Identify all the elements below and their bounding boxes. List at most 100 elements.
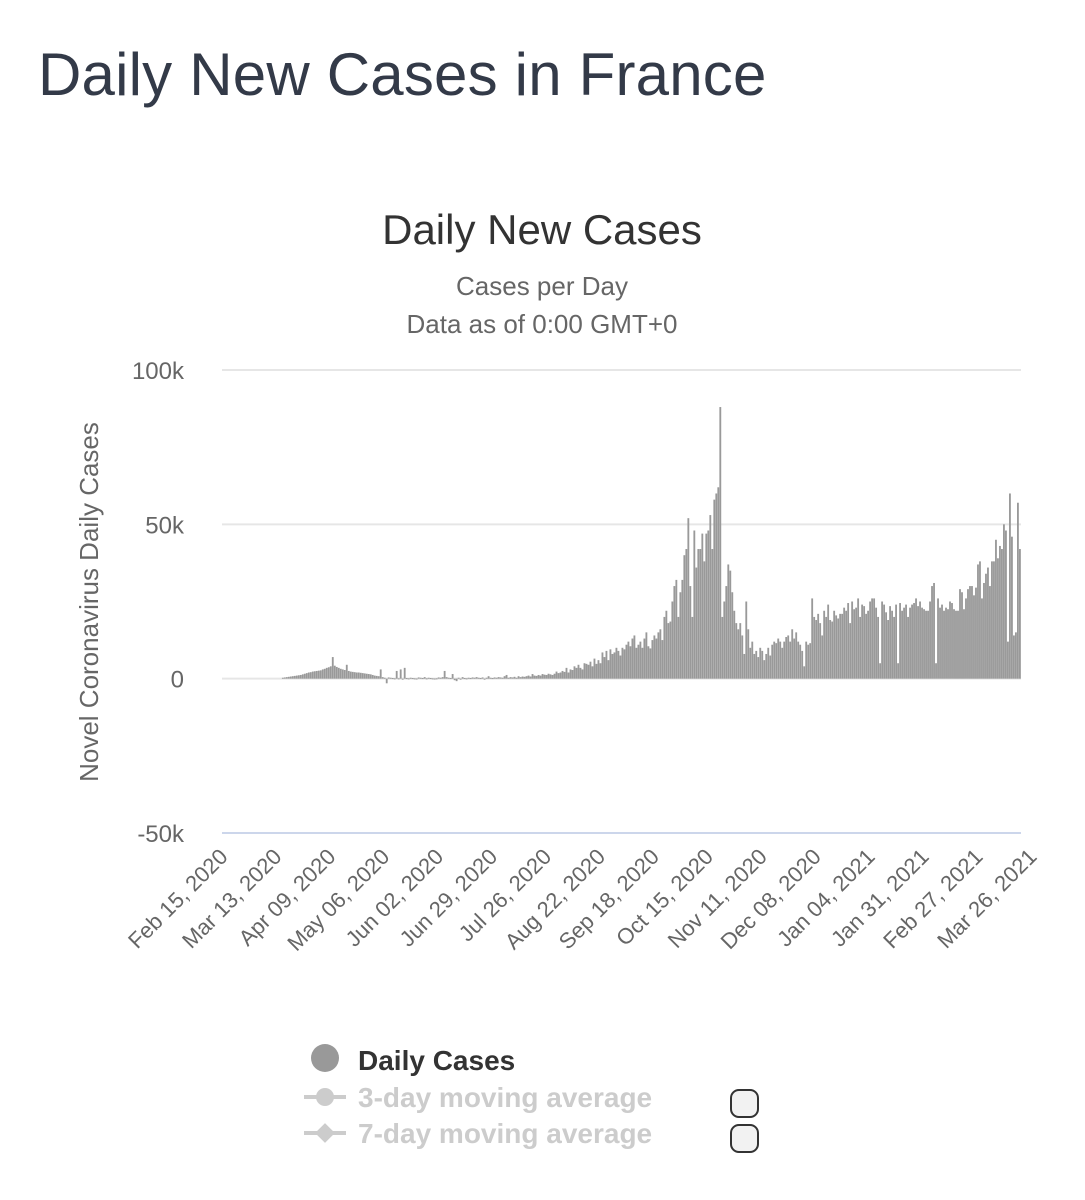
bar[interactable] (347, 670, 350, 679)
bar[interactable] (411, 678, 414, 680)
bar[interactable] (623, 649, 626, 679)
bar[interactable] (969, 586, 971, 679)
bar[interactable] (377, 676, 380, 679)
bar[interactable] (389, 677, 392, 679)
bar[interactable] (935, 663, 937, 679)
bar[interactable] (781, 647, 784, 679)
bar[interactable] (321, 669, 324, 679)
bar[interactable] (671, 601, 674, 679)
bar[interactable] (907, 616, 909, 679)
bar[interactable] (513, 676, 516, 679)
bar[interactable] (1013, 635, 1015, 679)
bar[interactable] (991, 561, 993, 679)
bar[interactable] (809, 643, 812, 679)
bar[interactable] (529, 676, 532, 679)
bar[interactable] (587, 664, 590, 679)
bar[interactable] (1011, 536, 1013, 679)
bar[interactable] (1007, 641, 1009, 679)
bar[interactable] (403, 667, 406, 679)
bar[interactable] (793, 638, 796, 679)
bar[interactable] (711, 549, 714, 679)
bar[interactable] (331, 657, 334, 679)
bar[interactable] (305, 673, 308, 679)
bar[interactable] (359, 672, 362, 679)
bar[interactable] (565, 667, 568, 679)
bar[interactable] (537, 674, 540, 679)
bar[interactable] (603, 657, 606, 679)
bar[interactable] (449, 678, 452, 680)
bar[interactable] (605, 650, 608, 679)
bar[interactable] (681, 579, 684, 679)
bar[interactable] (729, 570, 732, 679)
bar[interactable] (773, 641, 776, 679)
bar[interactable] (599, 663, 602, 679)
bar[interactable] (915, 598, 917, 679)
bar[interactable] (611, 653, 614, 679)
bar[interactable] (911, 604, 913, 679)
bar[interactable] (335, 666, 338, 679)
bar[interactable] (719, 407, 722, 679)
bar[interactable] (503, 676, 506, 679)
bar[interactable] (631, 638, 634, 679)
bar[interactable] (291, 676, 294, 679)
bar[interactable] (977, 564, 979, 679)
bar[interactable] (761, 650, 764, 679)
bar[interactable] (477, 677, 480, 679)
bar[interactable] (463, 678, 466, 680)
bar[interactable] (733, 610, 736, 679)
bar[interactable] (987, 567, 989, 679)
bar[interactable] (285, 677, 288, 679)
bar[interactable] (323, 668, 326, 679)
bar[interactable] (407, 678, 410, 680)
bar[interactable] (467, 677, 470, 679)
bar[interactable] (595, 663, 598, 679)
bar[interactable] (771, 644, 774, 679)
bar[interactable] (703, 561, 706, 679)
bar[interactable] (479, 678, 482, 680)
bar[interactable] (715, 493, 718, 679)
bar[interactable] (365, 673, 368, 679)
bar[interactable] (1005, 530, 1007, 679)
bar[interactable] (817, 613, 820, 679)
bar[interactable] (459, 678, 462, 680)
bar[interactable] (369, 674, 372, 679)
bar[interactable] (519, 677, 522, 679)
bar[interactable] (755, 650, 758, 679)
bar[interactable] (345, 664, 348, 679)
bar[interactable] (885, 612, 888, 679)
bar[interactable] (837, 618, 840, 679)
bar[interactable] (855, 607, 858, 679)
bar[interactable] (383, 677, 386, 679)
bar[interactable] (509, 677, 512, 679)
bar[interactable] (759, 647, 762, 679)
bar[interactable] (795, 632, 798, 679)
bar[interactable] (327, 667, 330, 679)
bar[interactable] (539, 675, 542, 679)
bar[interactable] (309, 672, 312, 679)
bar[interactable] (775, 643, 778, 679)
bar[interactable] (791, 629, 794, 679)
bar[interactable] (451, 674, 454, 679)
bar[interactable] (533, 675, 536, 679)
bar[interactable] (433, 678, 436, 680)
bar[interactable] (543, 674, 546, 679)
bar[interactable] (361, 673, 364, 679)
bar[interactable] (437, 677, 440, 679)
bar[interactable] (827, 604, 830, 679)
bar[interactable] (421, 678, 424, 680)
bar[interactable] (811, 598, 814, 679)
bar[interactable] (337, 667, 340, 679)
bar[interactable] (303, 673, 306, 679)
bar[interactable] (741, 635, 744, 679)
bar[interactable] (1015, 632, 1017, 679)
bar[interactable] (489, 677, 492, 679)
bar[interactable] (647, 646, 650, 679)
bar[interactable] (1009, 493, 1011, 679)
bar[interactable] (443, 670, 446, 679)
bar[interactable] (283, 677, 286, 679)
bar[interactable] (769, 655, 772, 679)
toggle-checkbox[interactable] (730, 1124, 759, 1153)
bar[interactable] (517, 676, 520, 679)
bar[interactable] (481, 677, 484, 679)
bar[interactable] (961, 592, 963, 679)
